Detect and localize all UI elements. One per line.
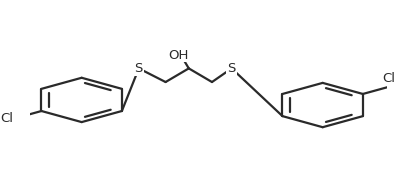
Text: OH: OH (168, 49, 188, 62)
Text: S: S (135, 62, 143, 75)
Text: Cl: Cl (0, 112, 14, 125)
Text: Cl: Cl (382, 72, 396, 85)
Text: S: S (227, 62, 236, 75)
